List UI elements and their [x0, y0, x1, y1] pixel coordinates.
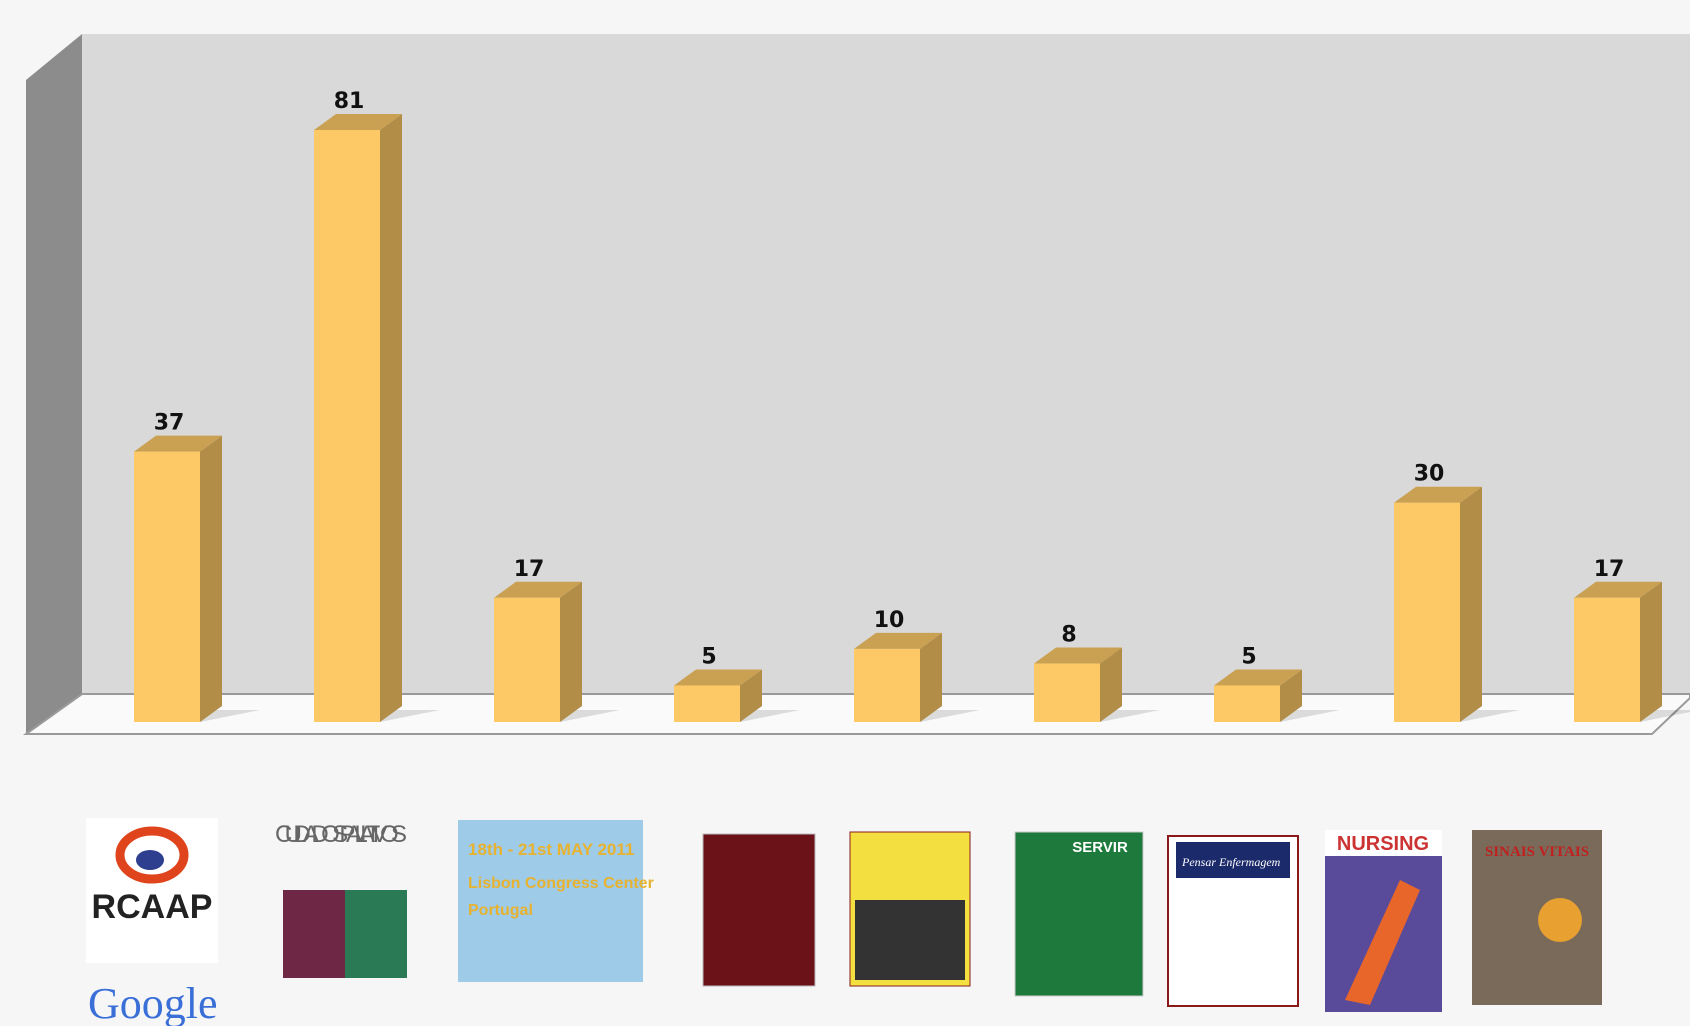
bar: [674, 685, 740, 722]
bar-side: [1640, 581, 1662, 722]
bars: 37 81 17 5 10 8 5 30 17: [134, 89, 1690, 722]
logo-text: RCAAP: [92, 888, 213, 926]
value-label: 17: [1594, 557, 1625, 582]
bar-top: [674, 669, 762, 686]
bar-top: [134, 435, 222, 452]
side-wall: [26, 34, 82, 734]
value-label: 5: [1241, 644, 1256, 669]
value-label: 30: [1414, 462, 1445, 487]
bar-top: [1214, 669, 1302, 686]
bar-side: [1280, 669, 1302, 722]
bar-top: [494, 581, 582, 598]
logo-text: CUIDADOS PALIATIVOS: [275, 821, 407, 848]
bar-top: [854, 632, 942, 649]
bar-top: [1034, 647, 1122, 664]
value-label: 81: [334, 89, 365, 114]
logo-text: SERVIR: [1072, 839, 1128, 856]
cover-image: [1345, 880, 1420, 1005]
bar: [854, 648, 920, 722]
logo-text: Lisbon Congress Center: [468, 875, 654, 892]
bar: [1394, 502, 1460, 722]
bar-side: [200, 435, 222, 722]
value-label: 8: [1061, 623, 1076, 648]
bar-top: [314, 114, 402, 130]
logo-box: [458, 820, 643, 982]
bar: [494, 597, 560, 722]
logo-panel: [345, 890, 407, 978]
value-label: 5: [701, 644, 716, 669]
bar-side: [380, 114, 402, 722]
bar-side: [740, 669, 762, 722]
logo-text: NURSING: [1337, 833, 1429, 855]
cover-image: [855, 900, 965, 980]
logo-panel: [283, 890, 345, 978]
bar-top: [1394, 486, 1482, 503]
value-label: 17: [514, 557, 545, 582]
logos: RCAAP Google CUIDADOS PALIATIVOS 18th - …: [86, 818, 1602, 1026]
logo-dot: [136, 850, 164, 870]
bar-side: [920, 632, 942, 722]
cover: [702, 833, 816, 987]
logo-text: SINAIS VITAIS: [1485, 844, 1589, 860]
logo-box: [86, 818, 218, 963]
logo-text: 18th - 21st MAY 2011: [468, 840, 634, 859]
cover-band: [1176, 842, 1290, 878]
bar-side: [1460, 486, 1482, 722]
logo-text: Google: [88, 979, 218, 1026]
back-wall: [82, 34, 1690, 694]
value-label: 37: [154, 411, 185, 436]
bar-top: [1574, 581, 1662, 598]
cover: [1014, 831, 1144, 997]
bar-side: [1100, 647, 1122, 722]
bar: [1574, 597, 1640, 722]
logo-ring: [115, 826, 189, 884]
bar: [314, 130, 380, 722]
bar: [1214, 685, 1280, 722]
cover-image: [1538, 898, 1582, 942]
logo-text: Portugal: [468, 902, 533, 919]
logo-text: Pensar Enfermagem: [1181, 855, 1281, 869]
bar: [134, 451, 200, 722]
cover-band: [1325, 830, 1442, 856]
bar-side: [560, 581, 582, 722]
value-label: 10: [874, 608, 905, 633]
bar: [1034, 663, 1100, 722]
